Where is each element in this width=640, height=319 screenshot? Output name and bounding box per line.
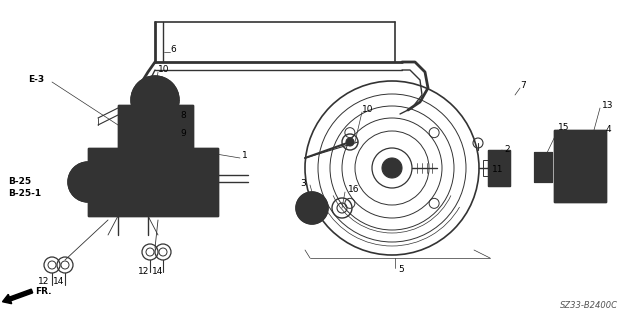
- Text: 9: 9: [180, 129, 186, 137]
- Circle shape: [131, 76, 179, 124]
- Text: 7: 7: [520, 81, 525, 91]
- Text: 12: 12: [38, 278, 49, 286]
- Circle shape: [296, 192, 328, 224]
- Text: 4: 4: [606, 125, 612, 135]
- Text: 15: 15: [558, 123, 570, 132]
- Text: 10: 10: [362, 106, 374, 115]
- Bar: [534, 152, 552, 182]
- Text: 8: 8: [180, 112, 186, 121]
- Text: B-25-1: B-25-1: [8, 189, 41, 197]
- Circle shape: [68, 162, 108, 202]
- Bar: [534, 152, 552, 182]
- Text: 1: 1: [242, 152, 248, 160]
- Text: 3: 3: [300, 179, 306, 188]
- Text: SZ33-B2400C: SZ33-B2400C: [560, 300, 618, 309]
- Bar: [554, 130, 606, 202]
- Circle shape: [144, 134, 152, 142]
- FancyArrow shape: [3, 289, 33, 304]
- Text: 5: 5: [398, 265, 404, 275]
- Circle shape: [346, 138, 354, 146]
- Text: 16: 16: [348, 186, 360, 195]
- Bar: [88, 148, 218, 216]
- Circle shape: [387, 163, 397, 173]
- Bar: [88, 148, 218, 216]
- Circle shape: [382, 158, 402, 178]
- Ellipse shape: [118, 146, 178, 160]
- Text: E-3: E-3: [28, 76, 44, 85]
- Text: 11: 11: [492, 166, 504, 174]
- Text: 2: 2: [504, 145, 509, 154]
- Bar: [488, 150, 510, 186]
- Bar: [118, 105, 193, 153]
- Text: 12: 12: [138, 268, 149, 277]
- Bar: [554, 130, 606, 202]
- Text: FR.: FR.: [35, 286, 51, 295]
- Text: 14: 14: [53, 278, 65, 286]
- Bar: [488, 150, 510, 186]
- Bar: [483, 160, 491, 176]
- Bar: [118, 105, 193, 153]
- Circle shape: [308, 204, 316, 212]
- Text: 10: 10: [158, 65, 170, 75]
- Text: B-25: B-25: [8, 177, 31, 187]
- Text: 13: 13: [602, 101, 614, 110]
- Text: 14: 14: [152, 268, 163, 277]
- Text: AISIN: AISIN: [124, 188, 136, 192]
- Text: 6: 6: [170, 46, 176, 55]
